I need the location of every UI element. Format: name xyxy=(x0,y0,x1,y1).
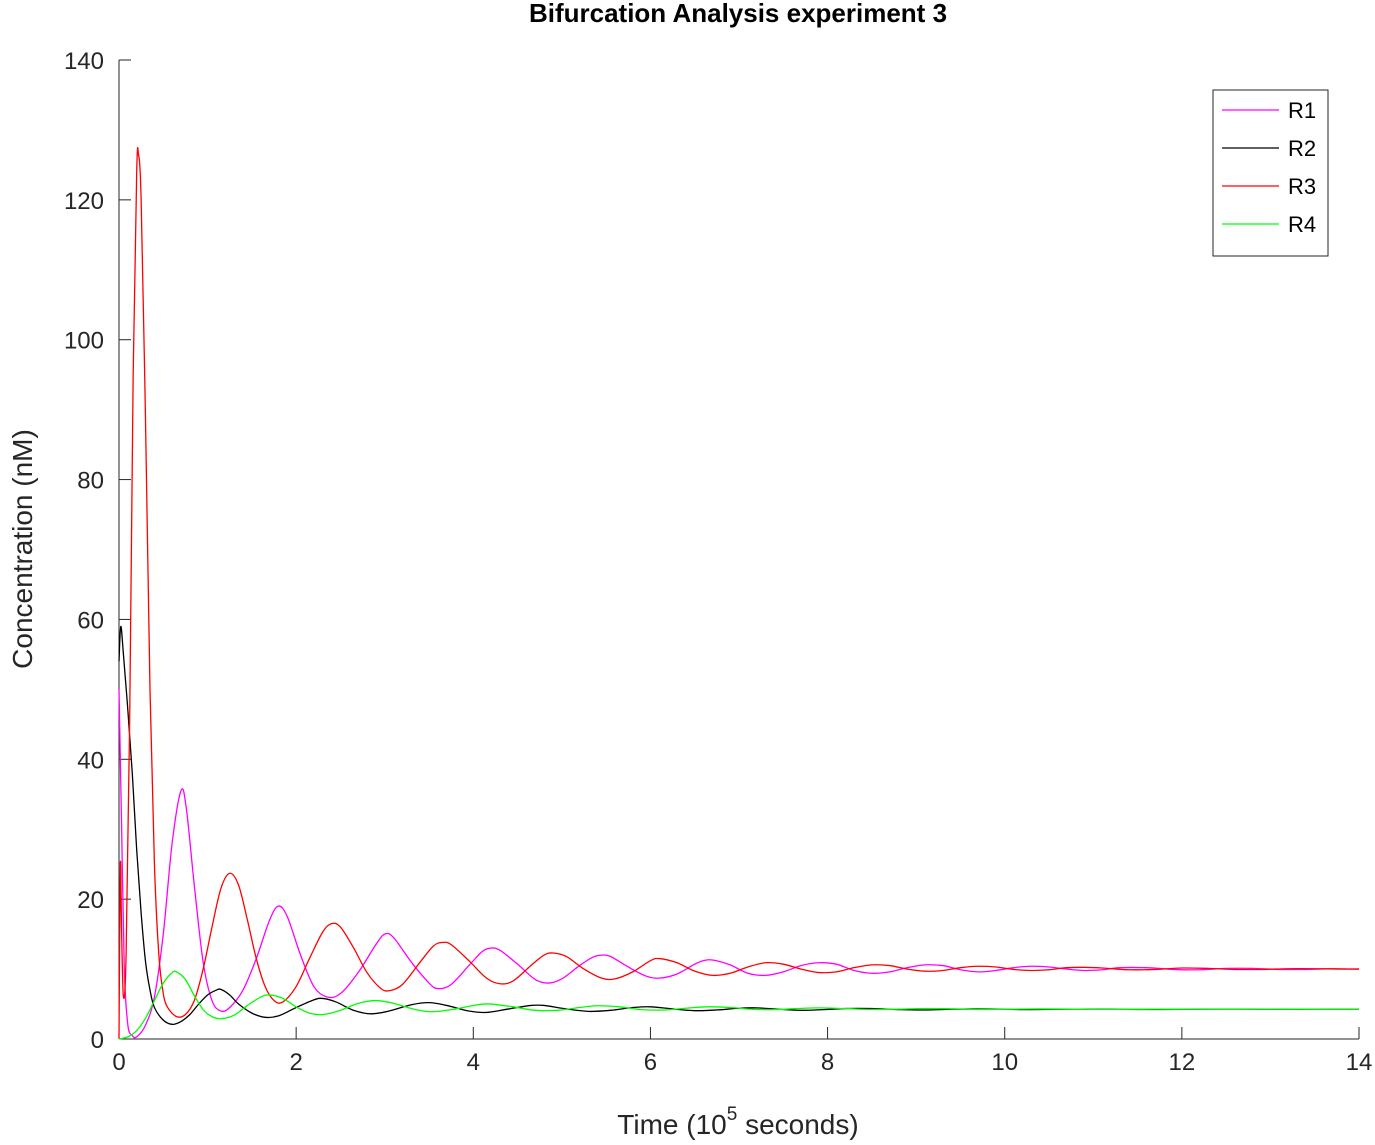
x-tick-label: 10 xyxy=(991,1049,1018,1076)
series-lines xyxy=(118,146,1360,1040)
y-tick-label: 100 xyxy=(64,328,104,355)
y-tick-label: 20 xyxy=(77,887,104,914)
legend: R1 R2 R3 R4 xyxy=(1212,89,1329,257)
x-tick-label: 6 xyxy=(644,1049,657,1076)
legend-label-r4: R4 xyxy=(1288,212,1316,237)
series-line-r3 xyxy=(118,146,1360,1040)
x-tick-label: 8 xyxy=(821,1049,834,1076)
legend-box xyxy=(1212,89,1329,257)
y-axis-ticks: 0 20 40 60 80 100 120 140 xyxy=(64,48,131,1054)
x-axis-ticks: 0 2 4 6 8 10 12 14 xyxy=(112,1027,1372,1076)
y-tick-label: 80 xyxy=(77,468,104,495)
series-line-r1 xyxy=(118,689,1360,1039)
plot-area xyxy=(118,60,1359,1040)
x-tick-label: 0 xyxy=(112,1049,125,1076)
legend-label-r1: R1 xyxy=(1288,98,1316,123)
y-tick-label: 40 xyxy=(77,747,104,774)
y-tick-label: 60 xyxy=(77,607,104,634)
y-tick-label: 120 xyxy=(64,188,104,215)
x-tick-label: 14 xyxy=(1346,1049,1373,1076)
y-tick-label: 0 xyxy=(91,1027,104,1054)
x-tick-label: 12 xyxy=(1169,1049,1196,1076)
chart-title: Bifurcation Analysis experiment 3 xyxy=(529,0,947,28)
legend-label-r3: R3 xyxy=(1288,174,1316,199)
x-axis-label: Time (105 seconds) xyxy=(617,1104,858,1140)
x-tick-label: 4 xyxy=(467,1049,480,1076)
y-axis-label: Concentration (nM) xyxy=(7,429,38,669)
x-tick-label: 2 xyxy=(289,1049,302,1076)
y-tick-label: 140 xyxy=(64,48,104,75)
series-line-r4 xyxy=(118,970,1360,1040)
legend-label-r2: R2 xyxy=(1288,136,1316,161)
